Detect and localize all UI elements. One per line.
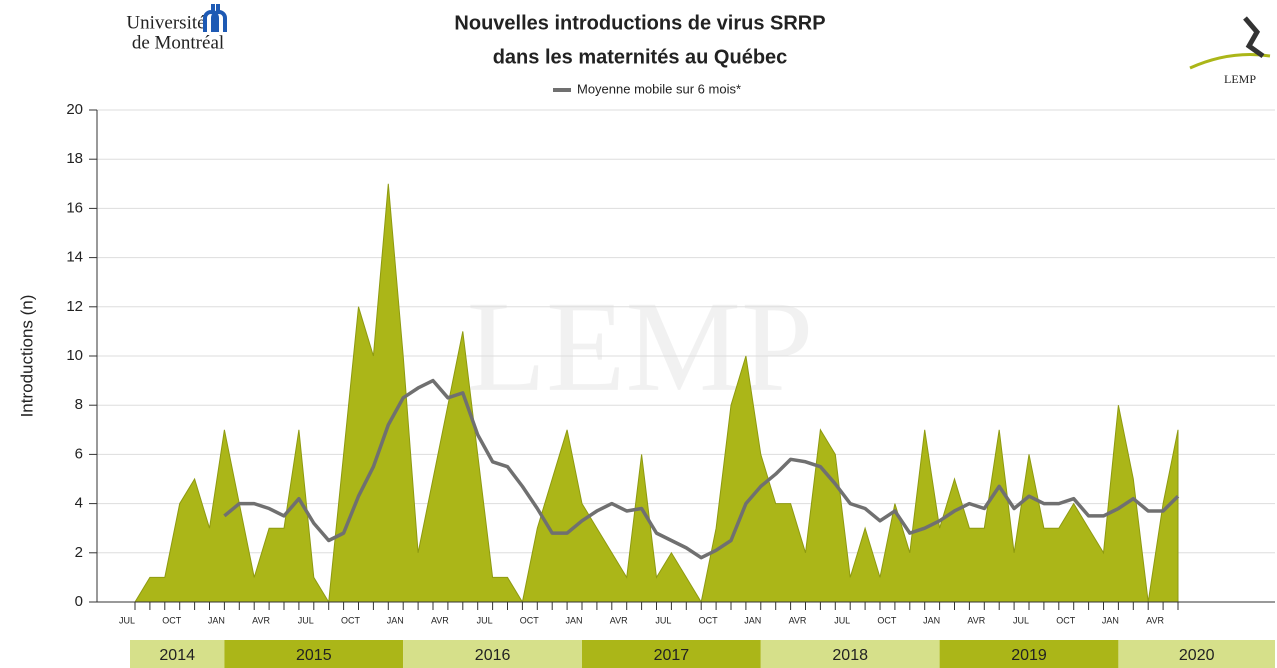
legend-label: Moyenne mobile sur 6 mois*: [577, 81, 741, 96]
x-tick-label: JUL: [477, 615, 493, 625]
area: [134, 183, 1179, 604]
year-label: 2017: [654, 647, 690, 664]
x-tick-label: OCT: [520, 615, 540, 625]
y-tick-label: 0: [75, 593, 83, 610]
year-band: [939, 640, 1119, 668]
x-tick-label: AVR: [610, 615, 628, 625]
y-tick-label: 14: [66, 249, 83, 266]
y-tick-label: 6: [75, 445, 83, 462]
x-tick-label: OCT: [1056, 615, 1076, 625]
x-tick-label: AVR: [1146, 615, 1164, 625]
chart-title: Nouvelles introductions de virus SRRP: [454, 12, 825, 34]
year-band: [403, 640, 582, 668]
x-tick-label: JAN: [923, 615, 940, 625]
x-tick-label: AVR: [789, 615, 807, 625]
year-band: [582, 640, 761, 668]
x-tick-label: OCT: [341, 615, 361, 625]
y-tick-label: 2: [75, 544, 83, 561]
y-tick-label: 20: [66, 101, 83, 118]
university-logo: Université: [126, 12, 205, 33]
x-tick-label: AVR: [967, 615, 985, 625]
y-tick-label: 4: [75, 495, 83, 512]
year-label: 2020: [1179, 647, 1215, 664]
x-tick-label: JAN: [387, 615, 404, 625]
y-tick-label: 10: [66, 347, 83, 364]
x-tick-label: OCT: [877, 615, 897, 625]
y-axis-title: Introductions (n): [17, 295, 36, 418]
logo-icon: [1243, 16, 1265, 59]
x-tick-label: JUL: [1013, 615, 1029, 625]
x-tick-label: JUL: [655, 615, 671, 625]
year-band: [224, 640, 404, 668]
y-tick-label: 8: [75, 396, 83, 413]
year-label: 2016: [475, 647, 511, 664]
x-tick-label: JAN: [744, 615, 761, 625]
x-tick-label: JAN: [565, 615, 582, 625]
logo-icon: [203, 4, 227, 32]
watermark: LEMP: [467, 275, 814, 419]
x-tick-label: OCT: [699, 615, 719, 625]
lemp-logo: LEMP: [1224, 72, 1256, 86]
x-tick-label: JUL: [834, 615, 850, 625]
year-label: 2015: [296, 647, 332, 664]
year-band: [130, 640, 225, 668]
x-tick-label: JAN: [208, 615, 225, 625]
x-tick-label: AVR: [431, 615, 449, 625]
x-tick-label: AVR: [252, 615, 270, 625]
university-logo: de Montréal: [132, 32, 224, 53]
year-label: 2019: [1011, 647, 1047, 664]
x-tick-label: JAN: [1102, 615, 1119, 625]
x-tick-label: JUL: [119, 615, 135, 625]
year-label: 2018: [832, 647, 868, 664]
chart-title: dans les maternités au Québec: [493, 46, 788, 68]
year-band: [1118, 640, 1275, 668]
y-tick-label: 18: [66, 150, 83, 167]
moving-average-line: [223, 378, 1180, 560]
logo-icon: [1189, 53, 1271, 70]
y-tick-label: 16: [66, 199, 83, 216]
year-label: 2014: [159, 647, 195, 664]
y-tick-label: 12: [66, 298, 83, 315]
x-tick-label: OCT: [162, 615, 182, 625]
x-tick-label: JUL: [298, 615, 314, 625]
year-band: [760, 640, 940, 668]
